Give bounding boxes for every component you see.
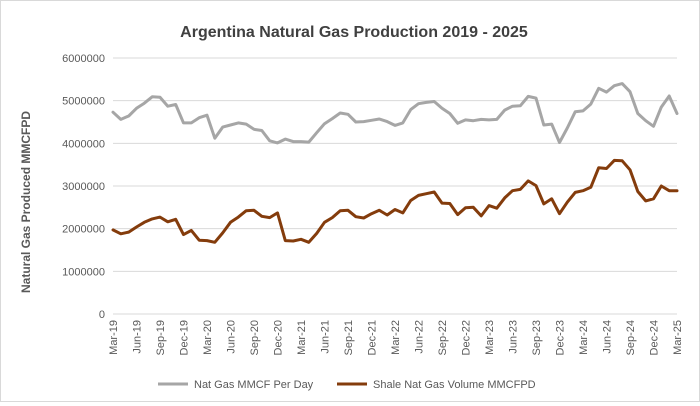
x-tick-label: Dec-23 [555, 320, 567, 355]
x-tick: Jun-19 [132, 320, 144, 354]
x-tick: Jun-20 [226, 320, 238, 354]
x-tick-label: Sep-24 [625, 320, 637, 355]
x-tick: Mar-20 [202, 320, 214, 355]
x-tick: Dec-20 [273, 320, 285, 355]
x-tick: Dec-23 [555, 320, 567, 355]
x-tick: Mar-24 [578, 320, 590, 355]
x-tick-label: Dec-22 [461, 320, 473, 355]
x-tick-label: Mar-20 [202, 320, 214, 355]
y-tick-label: 0 [99, 309, 105, 321]
x-tick-label: Jun-21 [320, 320, 332, 354]
x-tick-label: Mar-21 [296, 320, 308, 355]
x-tick: Dec-21 [367, 320, 379, 355]
x-tick: Mar-19 [108, 320, 120, 355]
x-tick: Jun-21 [320, 320, 332, 354]
x-tick-label: Dec-20 [273, 320, 285, 355]
y-tick-label: 2000000 [62, 224, 105, 236]
x-tick-label: Jun-20 [226, 320, 238, 354]
x-tick: Mar-25 [672, 320, 684, 355]
x-tick: Jun-23 [508, 320, 520, 354]
x-tick: Mar-22 [390, 320, 402, 355]
x-tick: Mar-21 [296, 320, 308, 355]
x-tick-label: Jun-19 [132, 320, 144, 354]
legend-label: Shale Nat Gas Volume MMCFPD [373, 379, 536, 391]
y-tick-label: 1000000 [62, 266, 105, 278]
x-tick-label: Sep-20 [249, 320, 261, 355]
x-tick: Dec-22 [461, 320, 473, 355]
x-tick-label: Mar-24 [578, 320, 590, 355]
y-tick-label: 4000000 [62, 138, 105, 150]
x-tick-label: Mar-19 [108, 320, 120, 355]
x-tick: Jun-22 [414, 320, 426, 354]
x-tick: Dec-19 [179, 320, 191, 355]
legend: Nat Gas MMCF Per Day Shale Nat Gas Volume… [158, 379, 536, 391]
x-tick-label: Dec-19 [179, 320, 191, 355]
x-tick-label: Sep-21 [343, 320, 355, 355]
x-tick: Sep-20 [249, 320, 261, 355]
x-tick-label: Jun-23 [508, 320, 520, 354]
x-axis-ticks: Mar-19 Jun-19 Sep-19 Dec-19 Mar-20 Jun-20 Sep-… [108, 320, 684, 355]
x-tick-label: Dec-21 [367, 320, 379, 355]
x-tick-label: Sep-23 [531, 320, 543, 355]
x-tick-label: Sep-19 [155, 320, 167, 355]
x-tick: Mar-23 [484, 320, 496, 355]
series-line-1 [113, 160, 677, 242]
x-tick-label: Jun-22 [414, 320, 426, 354]
series-lines [113, 84, 677, 243]
x-tick: Sep-19 [155, 320, 167, 355]
x-tick-label: Mar-23 [484, 320, 496, 355]
y-axis-ticks: 0 1000000 2000000 3000000 4000000 5000000 6000… [62, 53, 105, 321]
x-tick: Sep-22 [437, 320, 449, 355]
x-tick: Jun-24 [602, 320, 614, 354]
x-tick-label: Sep-22 [437, 320, 449, 355]
x-tick: Sep-24 [625, 320, 637, 355]
x-tick: Sep-23 [531, 320, 543, 355]
x-tick-label: Dec-24 [649, 320, 661, 355]
x-tick-label: Mar-22 [390, 320, 402, 355]
y-tick-label: 5000000 [62, 96, 105, 108]
y-axis-label: Natural Gas Produced MMCFPD [19, 111, 33, 293]
chart-title: Argentina Natural Gas Production 2019 - … [180, 24, 528, 41]
legend-label: Nat Gas MMCF Per Day [194, 379, 314, 391]
y-tick-label: 3000000 [62, 181, 105, 193]
x-tick-label: Mar-25 [672, 320, 684, 355]
y-tick-label: 6000000 [62, 53, 105, 65]
x-tick: Sep-21 [343, 320, 355, 355]
x-tick: Dec-24 [649, 320, 661, 355]
series-line-0 [113, 84, 677, 143]
x-tick-label: Jun-24 [602, 320, 614, 354]
